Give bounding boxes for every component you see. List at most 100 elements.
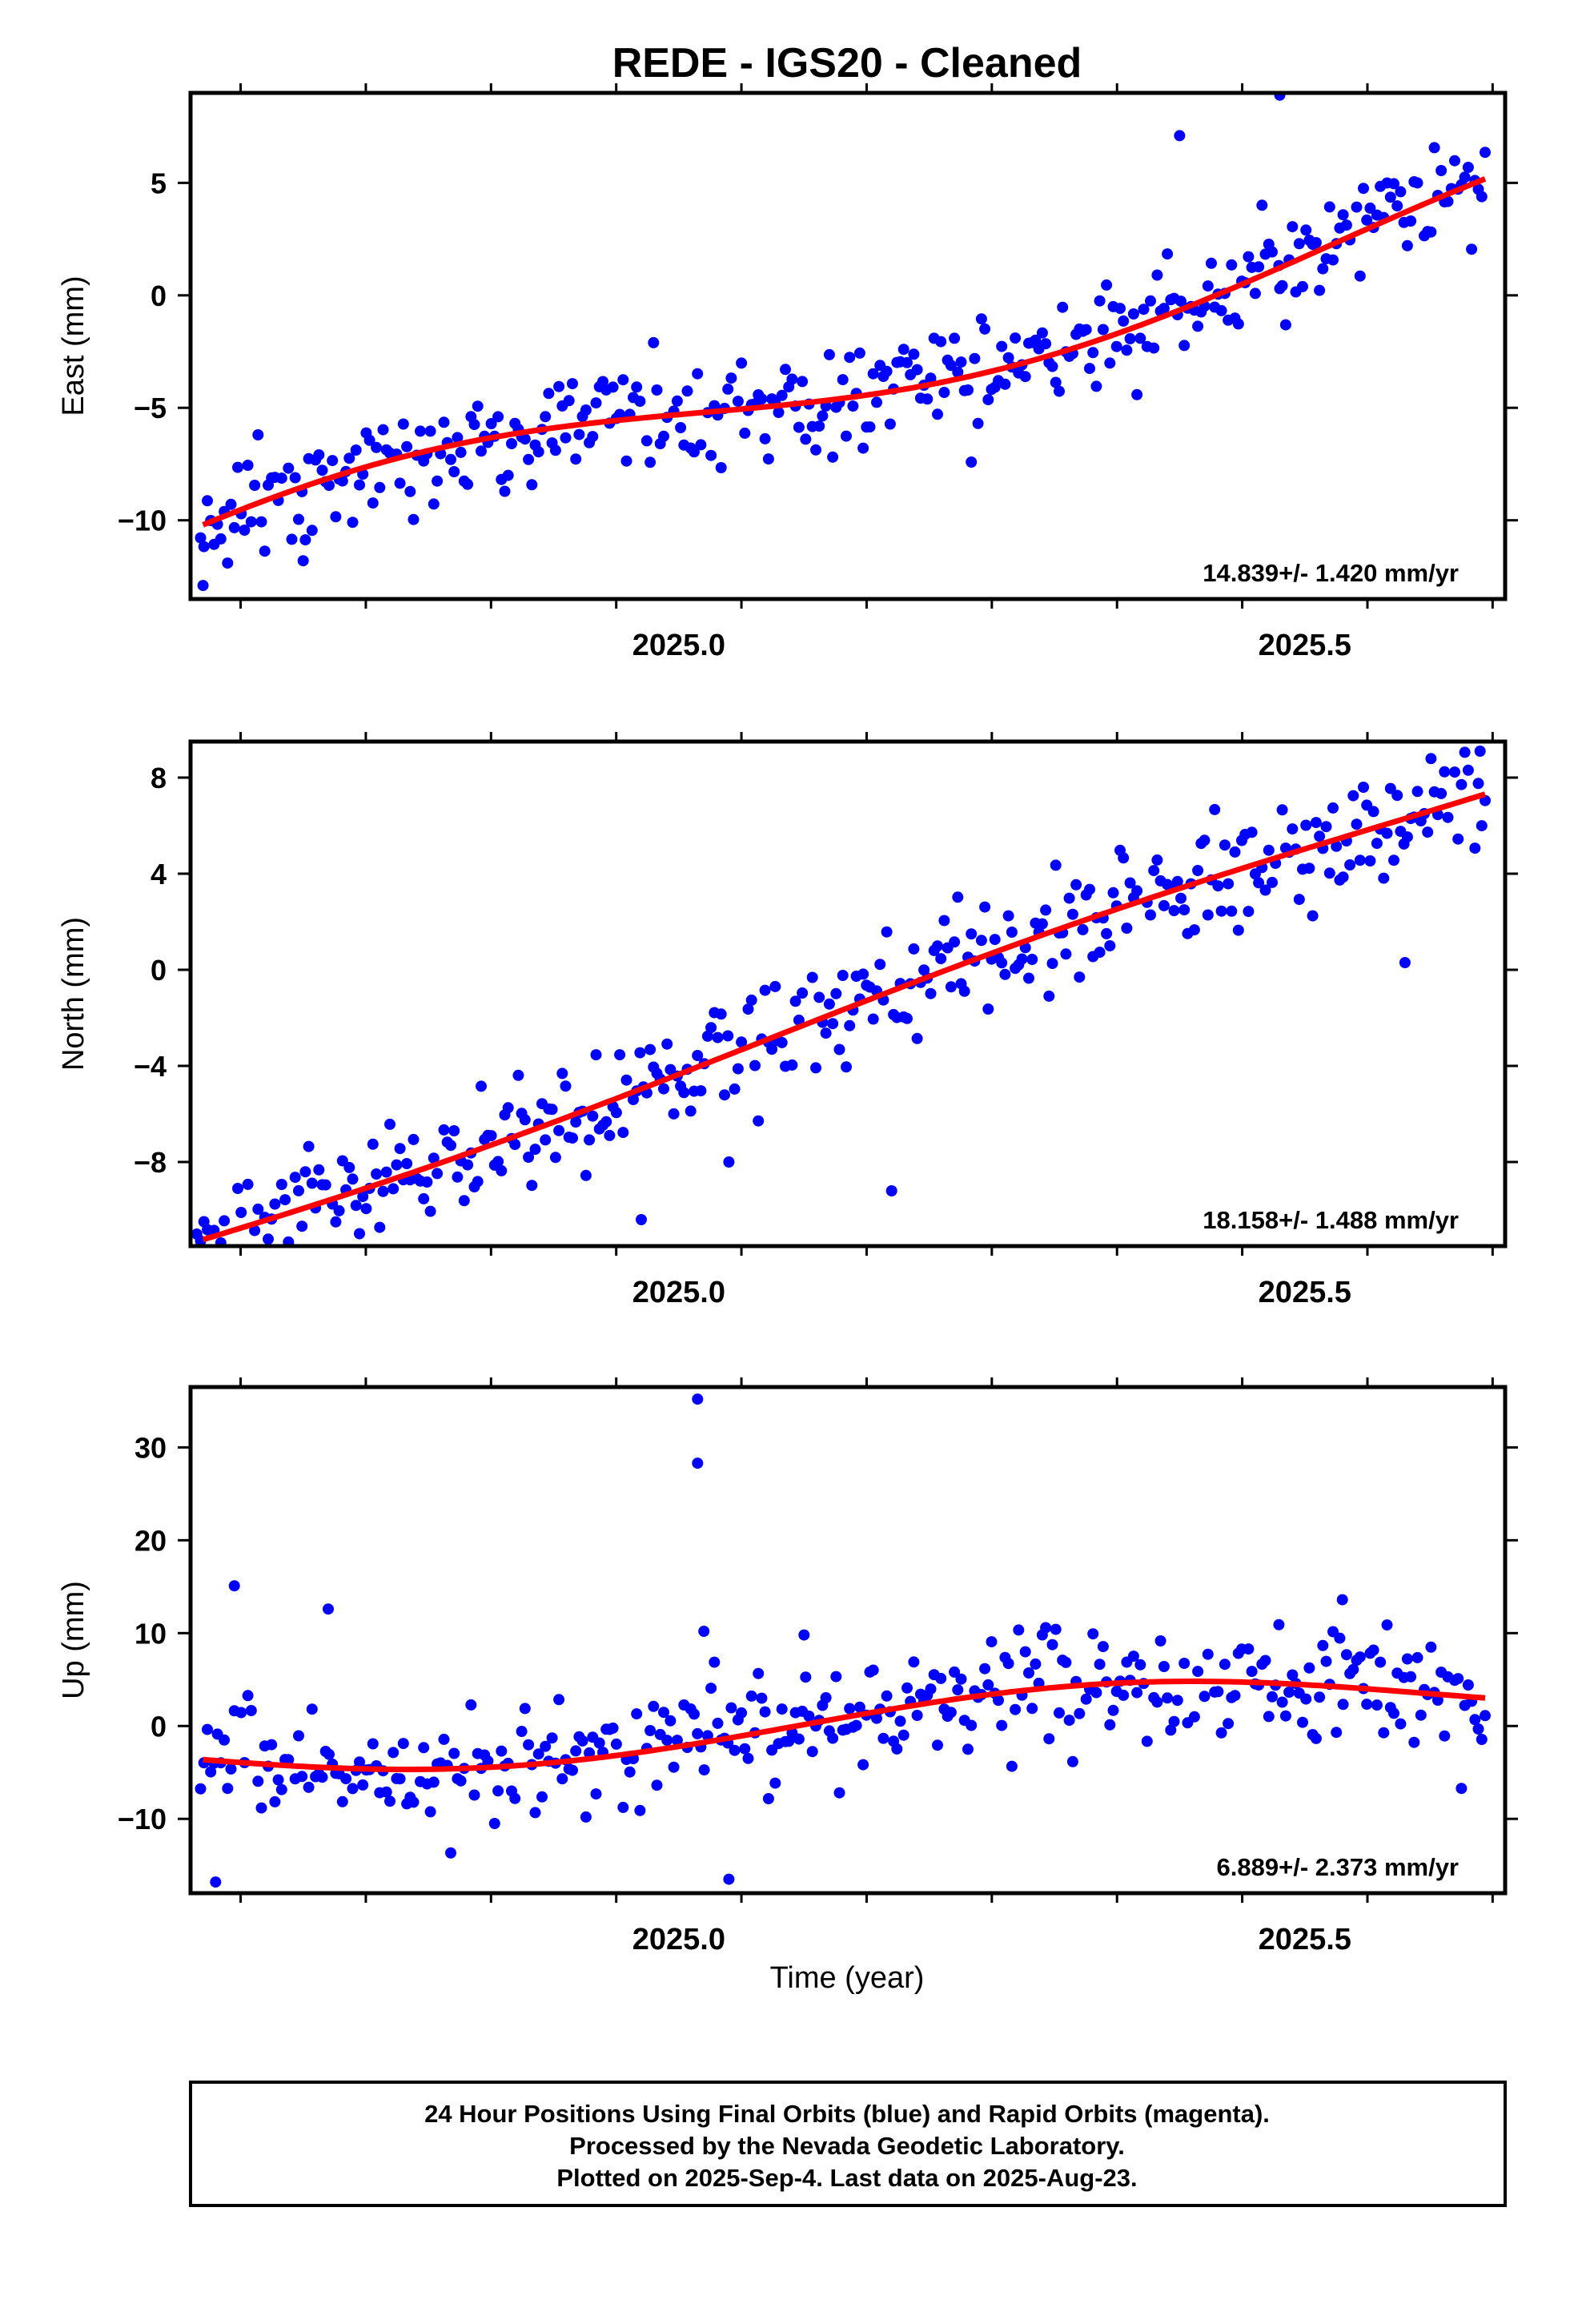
data-point [1469,1714,1481,1726]
data-point [1124,877,1136,889]
data-point [681,385,693,397]
data-point [823,348,835,360]
data-point [753,1115,765,1127]
data-point [1148,342,1160,354]
data-point [773,407,785,418]
data-point [844,1703,856,1715]
data-point [996,957,1008,969]
data-point [1378,1727,1390,1739]
data-point [492,1156,504,1168]
data-point [195,532,207,544]
data-point [1104,1719,1116,1731]
data-point [1114,303,1126,315]
data-point [1050,376,1062,388]
data-point [644,1725,656,1736]
data-point [881,926,893,938]
data-point [658,1707,669,1719]
data-point [634,1047,646,1059]
data-point [468,419,480,431]
data-point [932,1739,943,1751]
data-point [296,1220,308,1232]
data-point [932,408,943,420]
data-point [813,420,825,432]
data-point [1276,1696,1288,1708]
data-point [1016,953,1028,965]
data-point [1006,927,1018,938]
data-point [255,516,267,528]
data-point [1293,238,1305,250]
data-point [1391,790,1403,802]
data-point [252,1203,264,1215]
data-point [1010,1703,1022,1715]
data-point [1422,826,1434,838]
data-point [614,1049,626,1061]
data-point [1367,806,1379,818]
data-point [222,1783,234,1795]
data-point [266,1739,278,1751]
data-point [228,521,240,533]
data-point [800,433,812,445]
data-point [925,1683,937,1695]
data-point [1401,831,1413,843]
data-point [783,1735,795,1747]
data-point [567,1132,578,1144]
data-point [1411,786,1423,798]
data-point [1388,1707,1399,1719]
data-point [374,481,386,493]
data-point [492,411,504,423]
data-point [1243,906,1255,918]
data-point [949,332,961,344]
data-point [952,891,964,903]
data-point [1121,344,1133,356]
data-point [966,1719,978,1731]
data-point [472,1176,484,1188]
data-point [576,1735,588,1747]
data-point [636,1214,647,1225]
data-point [523,1739,535,1751]
data-point [1104,940,1116,951]
data-point [1462,1679,1474,1691]
data-point [908,943,920,955]
data-point [850,1719,862,1731]
data-point [590,397,602,409]
data-point [1310,817,1322,829]
data-point [938,915,950,927]
data-point [1223,1718,1235,1730]
data-point [1367,1644,1379,1656]
data-point [1030,1658,1042,1670]
data-point [377,424,389,436]
data-point [1358,782,1369,793]
data-point [549,444,561,456]
data-point [1320,821,1332,833]
data-point [492,1785,504,1797]
data-point [232,1183,243,1194]
data-point [857,442,869,454]
data-point [813,991,825,1003]
data-point [540,1134,552,1146]
data-point [323,1748,335,1760]
data-point [394,1773,406,1785]
data-point [289,472,301,484]
data-point [336,1795,348,1807]
data-point [269,1198,281,1210]
data-point [408,1133,420,1145]
data-point [306,1177,318,1189]
data-point [874,959,886,971]
footer-line-3: Plotted on 2025-Sep-4. Last data on 2025… [556,2164,1137,2192]
data-point [938,387,950,398]
data-point [1154,1635,1166,1647]
data-point [1425,226,1437,238]
data-point [297,555,309,567]
data-point [1063,892,1075,904]
data-point [628,1094,639,1105]
data-point [952,366,964,378]
data-point [448,1125,460,1136]
data-point [1118,315,1130,327]
data-point [330,1216,342,1228]
data-point [232,461,243,473]
data-point [692,1393,704,1405]
data-point [1124,333,1136,344]
data-point [624,1766,636,1778]
data-point [1151,269,1163,281]
